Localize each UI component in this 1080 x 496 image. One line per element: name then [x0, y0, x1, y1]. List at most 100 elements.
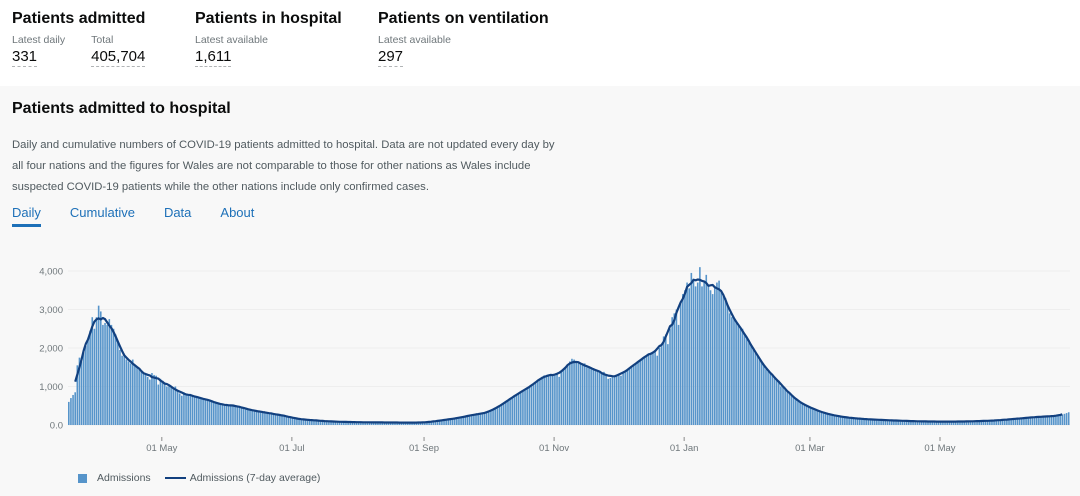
tab-data[interactable]: Data: [163, 205, 192, 220]
bar: [688, 288, 691, 425]
bar: [839, 416, 842, 425]
bar: [285, 416, 288, 425]
legend-item-average[interactable]: Admissions (7-day average): [189, 472, 321, 484]
tab-daily[interactable]: Daily: [12, 205, 41, 227]
bar: [908, 420, 910, 425]
bar: [1018, 418, 1021, 425]
bar: [519, 391, 522, 425]
bar: [630, 366, 633, 425]
bar: [835, 415, 838, 425]
bar: [590, 369, 592, 425]
bar: [366, 422, 369, 425]
bar: [1033, 417, 1036, 425]
bar: [415, 422, 418, 425]
bar: [660, 346, 663, 425]
bar: [244, 408, 247, 425]
bar: [569, 361, 571, 425]
bar: [922, 421, 925, 425]
bar: [398, 422, 401, 425]
bar: [370, 422, 373, 425]
bar: [809, 407, 812, 425]
bar: [534, 382, 537, 425]
bar: [812, 408, 814, 425]
bar: [97, 305, 100, 425]
bar: [632, 364, 635, 425]
bar: [485, 412, 488, 425]
bar: [618, 374, 620, 425]
bar: [543, 375, 546, 425]
bar: [144, 374, 147, 425]
bar: [731, 317, 733, 425]
metric-ventilation: Latest available 297: [378, 34, 451, 67]
bar: [456, 418, 458, 425]
bar: [394, 422, 396, 425]
bar: [464, 416, 467, 425]
bar: [315, 420, 317, 425]
bar: [85, 346, 87, 425]
bar: [1055, 415, 1057, 425]
bar: [1001, 419, 1004, 425]
bar: [1025, 417, 1027, 425]
bar: [611, 376, 614, 425]
bar: [1061, 414, 1064, 425]
bar: [432, 421, 435, 425]
bar: [852, 418, 855, 425]
bar: [788, 393, 791, 425]
bar: [765, 369, 767, 425]
metric-value[interactable]: 405,704: [91, 48, 146, 67]
headline-patients-on-ventilation: Patients on ventilation Latest available…: [378, 8, 549, 67]
tab-cumulative[interactable]: Cumulative: [69, 205, 135, 220]
bar: [479, 413, 482, 425]
bar: [530, 385, 533, 425]
bar: [428, 421, 430, 425]
bar: [775, 378, 778, 425]
bar: [754, 351, 757, 425]
bar: [404, 422, 407, 425]
bar: [541, 376, 543, 425]
bar: [905, 420, 908, 425]
bar: [556, 373, 558, 425]
metric-latest-daily: Latest daily 331: [12, 34, 65, 67]
bar: [816, 410, 818, 425]
metric-value[interactable]: 331: [12, 48, 38, 67]
bar: [89, 330, 91, 425]
bar: [890, 420, 893, 425]
bar: [496, 407, 499, 425]
bar: [893, 420, 895, 425]
bar: [249, 408, 251, 425]
bar: [880, 419, 882, 425]
bar: [986, 420, 989, 425]
bar: [831, 414, 833, 425]
bar: [726, 305, 729, 425]
bar: [654, 349, 656, 425]
headline-patients-admitted: Patients admitted Latest daily 331 Total…: [12, 8, 180, 67]
metric-group: Latest available 297: [378, 34, 549, 67]
bar: [236, 406, 239, 425]
bar: [925, 421, 927, 425]
bar: [758, 359, 761, 425]
bar: [967, 421, 970, 425]
bar: [360, 422, 362, 425]
bar: [183, 392, 185, 425]
metric-value[interactable]: 1,611: [195, 48, 232, 67]
bar: [603, 371, 605, 425]
tab-about[interactable]: About: [220, 205, 255, 220]
bar: [238, 406, 241, 425]
bar: [227, 404, 230, 425]
headline-patients-in-hospital: Patients in hospital Latest available 1,…: [195, 8, 363, 67]
bar: [180, 395, 183, 425]
bar: [684, 290, 686, 425]
bar: [824, 413, 827, 425]
bar: [784, 388, 786, 425]
bar: [566, 364, 569, 425]
metric-value[interactable]: 297: [378, 48, 404, 67]
bar: [477, 414, 479, 425]
bar: [72, 394, 74, 425]
x-tick-label: 01 Mar: [795, 443, 825, 454]
legend-item-admissions[interactable]: Admissions: [97, 472, 151, 484]
bar: [136, 367, 138, 425]
bar: [848, 417, 850, 425]
bar: [232, 405, 234, 425]
bar: [607, 378, 609, 425]
bar: [462, 416, 465, 425]
